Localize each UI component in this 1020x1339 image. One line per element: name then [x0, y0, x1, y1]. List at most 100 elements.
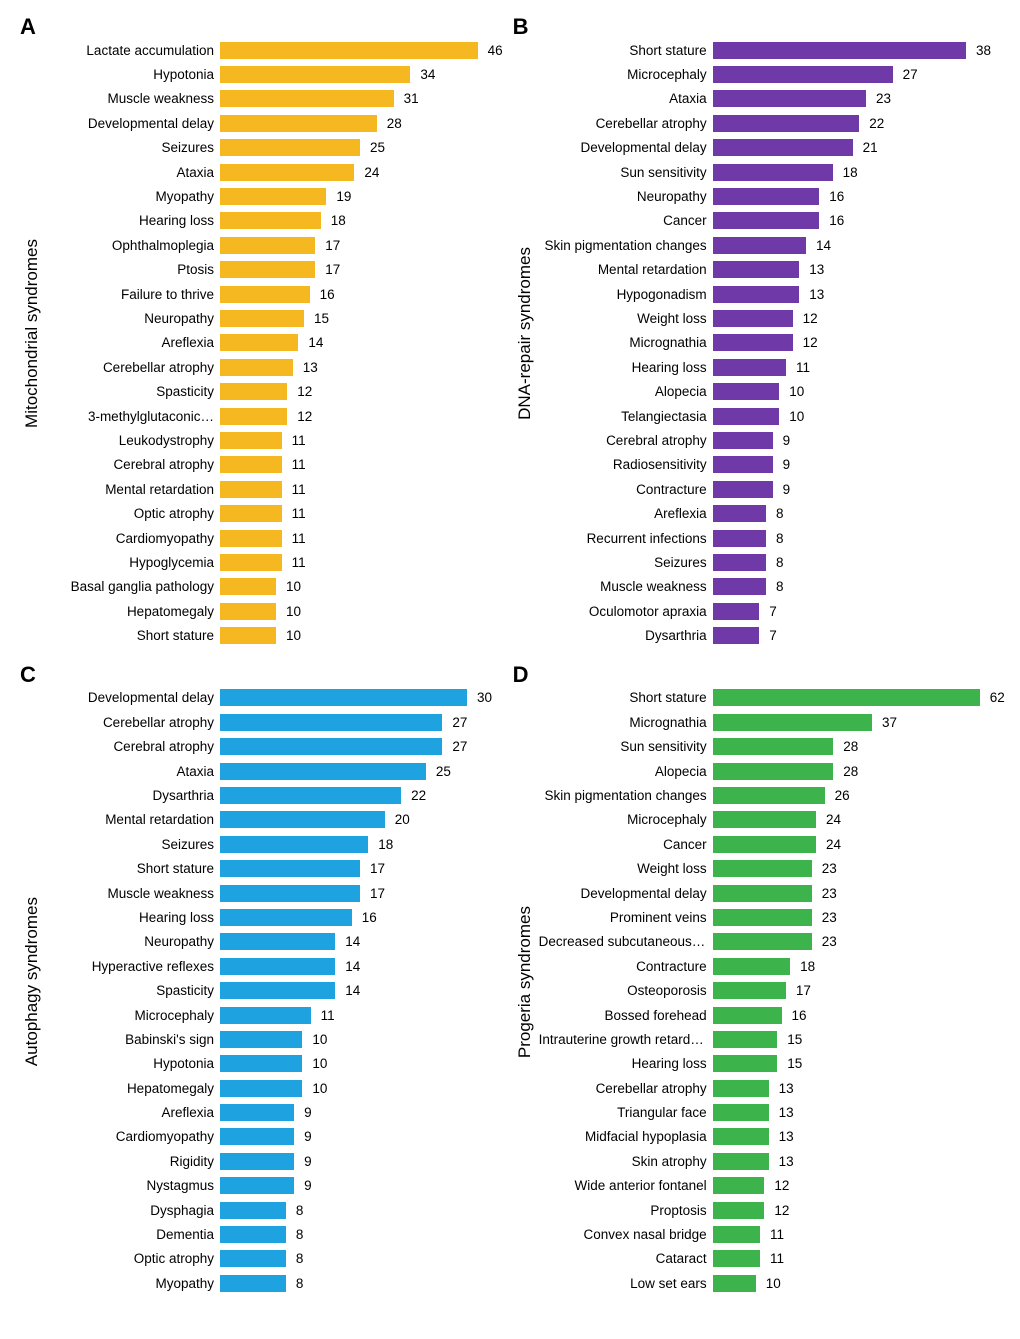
- bar: [220, 383, 287, 400]
- bar-wrap: 23: [713, 930, 1005, 954]
- bar-wrap: 22: [220, 783, 503, 807]
- category-label: Low set ears: [539, 1276, 713, 1291]
- value-label: 18: [843, 165, 858, 180]
- value-label: 17: [370, 861, 385, 876]
- bar: [713, 958, 791, 975]
- bar-chart: Developmental delay30Cerebellar atrophy2…: [46, 668, 503, 1296]
- bar-wrap: 10: [220, 1052, 503, 1076]
- bar-row: Hypoglycemia11: [46, 550, 503, 574]
- bar: [713, 1031, 778, 1048]
- category-label: Nystagmus: [46, 1178, 220, 1193]
- bar-row: Ataxia25: [46, 759, 503, 783]
- category-label: Areflexia: [46, 335, 220, 350]
- bar-wrap: 23: [713, 87, 1005, 111]
- bar-row: Developmental delay28: [46, 111, 503, 135]
- bar: [220, 66, 410, 83]
- category-label: Areflexia: [46, 1105, 220, 1120]
- bar-wrap: 8: [713, 575, 1005, 599]
- bar: [713, 530, 766, 547]
- value-label: 15: [787, 1032, 802, 1047]
- bar-wrap: 14: [220, 930, 503, 954]
- bar-row: Areflexia8: [539, 501, 1005, 525]
- bar: [713, 982, 786, 999]
- value-label: 14: [345, 983, 360, 998]
- bar-wrap: 10: [220, 575, 503, 599]
- value-label: 11: [796, 360, 810, 375]
- bar-row: Mental retardation13: [539, 258, 1005, 282]
- value-label: 27: [903, 67, 918, 82]
- bar: [713, 188, 820, 205]
- category-label: Contracture: [539, 959, 713, 974]
- bar-row: Sun sensitivity18: [539, 160, 1005, 184]
- category-label: Proptosis: [539, 1203, 713, 1218]
- value-label: 8: [296, 1276, 304, 1291]
- bar: [220, 408, 287, 425]
- value-label: 9: [783, 482, 791, 497]
- bar-wrap: 11: [713, 1247, 1005, 1271]
- bar-chart: Lactate accumulation46Hypotonia34Muscle …: [46, 20, 503, 648]
- bar: [713, 689, 980, 706]
- value-label: 10: [286, 628, 301, 643]
- category-label: Radiosensitivity: [539, 457, 713, 472]
- bar-row: Myopathy8: [46, 1271, 503, 1295]
- bar-row: Failure to thrive16: [46, 282, 503, 306]
- bar-chart: Short stature62Micrognathia37Sun sensiti…: [539, 668, 1005, 1296]
- bar: [220, 456, 282, 473]
- value-label: 23: [822, 934, 837, 949]
- bar: [220, 1177, 294, 1194]
- category-label: Areflexia: [539, 506, 713, 521]
- bar: [220, 1031, 302, 1048]
- bar-row: Micrognathia37: [539, 710, 1005, 734]
- bar: [713, 310, 793, 327]
- value-label: 13: [779, 1081, 794, 1096]
- bar-wrap: 15: [713, 1027, 1005, 1051]
- bar: [713, 261, 800, 278]
- bar-row: Weight loss12: [539, 306, 1005, 330]
- value-label: 28: [843, 764, 858, 779]
- bar-wrap: 20: [220, 808, 503, 832]
- bar-row: Lactate accumulation46: [46, 38, 503, 62]
- y-axis-label: Autophagy syndromes: [22, 897, 42, 1066]
- bar: [220, 1104, 294, 1121]
- value-label: 26: [835, 788, 850, 803]
- bar-wrap: 11: [220, 428, 503, 452]
- category-label: Cardiomyopathy: [46, 1129, 220, 1144]
- bar: [220, 958, 335, 975]
- category-label: Oculomotor apraxia: [539, 604, 713, 619]
- category-label: Hearing loss: [539, 360, 713, 375]
- value-label: 27: [452, 739, 467, 754]
- bar-wrap: 8: [220, 1271, 503, 1295]
- bar-row: Cerebral atrophy11: [46, 453, 503, 477]
- value-label: 11: [321, 1008, 335, 1023]
- bar-row: Intrauterine growth retardation15: [539, 1027, 1005, 1051]
- bar-wrap: 13: [713, 258, 1005, 282]
- bar-wrap: 23: [713, 905, 1005, 929]
- category-label: Developmental delay: [539, 886, 713, 901]
- category-label: Ophthalmoplegia: [46, 238, 220, 253]
- bar-row: Dementia8: [46, 1222, 503, 1246]
- bar-row: Basal ganglia pathology10: [46, 575, 503, 599]
- value-label: 10: [286, 604, 301, 619]
- bar: [713, 115, 860, 132]
- category-label: Prominent veins: [539, 910, 713, 925]
- value-label: 11: [292, 482, 306, 497]
- category-label: Rigidity: [46, 1154, 220, 1169]
- bar-row: Hepatomegaly10: [46, 1076, 503, 1100]
- bar: [220, 982, 335, 999]
- bar-wrap: 17: [220, 258, 503, 282]
- value-label: 15: [787, 1056, 802, 1071]
- category-label: Cerebellar atrophy: [46, 715, 220, 730]
- category-label: Hearing loss: [46, 910, 220, 925]
- bar-wrap: 11: [220, 453, 503, 477]
- value-label: 8: [296, 1203, 304, 1218]
- bar-wrap: 11: [220, 477, 503, 501]
- bar: [220, 1153, 294, 1170]
- bar-row: Triangular face13: [539, 1100, 1005, 1124]
- category-label: Cerebral atrophy: [46, 457, 220, 472]
- bar-wrap: 28: [713, 735, 1005, 759]
- bar: [220, 787, 401, 804]
- value-label: 16: [829, 213, 844, 228]
- value-label: 24: [826, 812, 841, 827]
- y-axis-label: Progeria syndromes: [515, 906, 535, 1058]
- bar: [713, 139, 853, 156]
